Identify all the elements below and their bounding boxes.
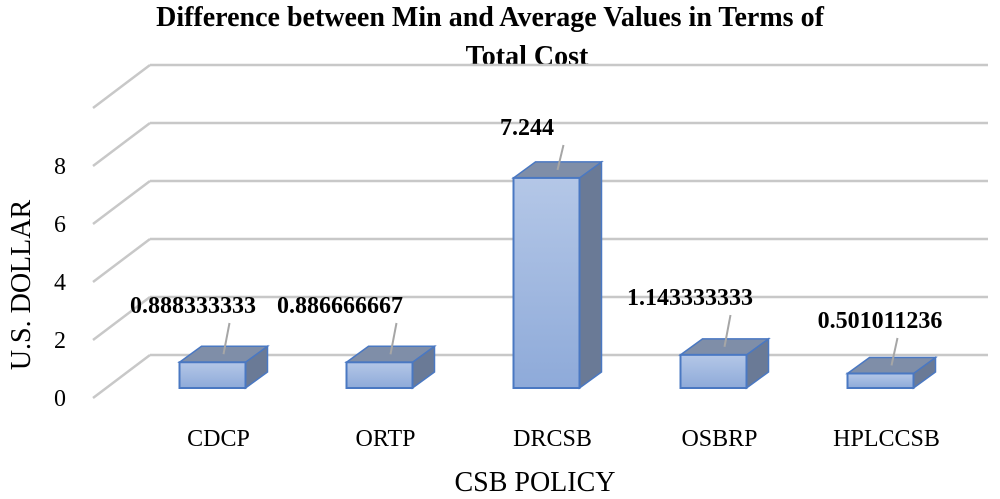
y-tick-label: 4: [54, 270, 66, 296]
chart-title-line-2: Total Cost: [466, 41, 589, 72]
x-tick-label: ORTP: [356, 426, 416, 452]
y-tick-label: 0: [54, 386, 66, 412]
bar-front: [679, 353, 748, 389]
y-tick-labels: 0 2 4 6 8: [54, 154, 66, 412]
data-label-leader: [222, 322, 231, 355]
bar-osbrp: [678, 337, 771, 390]
bar-hplccsb: [845, 355, 938, 390]
bars: [177, 160, 938, 390]
data-label: 7.244: [500, 115, 554, 141]
x-tick-label: CDCP: [187, 426, 250, 452]
gridline-diagonal: [92, 122, 151, 167]
gridline-diagonal: [92, 64, 151, 109]
data-label-leader: [389, 322, 398, 355]
data-label: 0.888333333: [130, 293, 256, 319]
y-tick-label: 2: [54, 328, 66, 354]
y-axis-title: U.S. DOLLAR: [6, 200, 37, 371]
data-label-leader: [556, 144, 565, 171]
bar-side: [578, 160, 603, 390]
bar-front: [178, 361, 247, 390]
gridline-diagonal: [92, 296, 151, 341]
x-tick-label: DRCSB: [513, 426, 592, 452]
bar-front: [846, 372, 915, 389]
bar-front: [512, 176, 581, 389]
y-tick-label: 8: [54, 154, 66, 180]
bar-front: [345, 361, 414, 389]
bar-cdcp: [177, 344, 270, 390]
x-tick-label: HPLCCSB: [833, 426, 940, 452]
data-label: 1.143333333: [627, 285, 753, 311]
gridline-diagonal: [92, 180, 151, 225]
data-label: 0.501011236: [818, 308, 943, 334]
gridline-diagonal: [92, 354, 151, 399]
x-axis-title: CSB POLICY: [454, 467, 615, 498]
y-tick-label: 6: [54, 212, 66, 238]
gridline-diagonal: [92, 238, 151, 283]
data-label-leader: [723, 314, 732, 348]
x-tick-label: OSBRP: [681, 426, 757, 452]
bar-drcsb: [511, 160, 604, 390]
chart-title-line-1: Difference between Min and Average Value…: [156, 2, 824, 33]
data-label-leader: [890, 337, 899, 366]
x-category-labels: CDCP ORTP DRCSB OSBRP HPLCCSB: [187, 426, 940, 452]
data-labels: 0.888333333 0.886666667 7.244 1.143333333 0.…: [130, 115, 943, 366]
data-label: 0.886666667: [277, 293, 403, 319]
